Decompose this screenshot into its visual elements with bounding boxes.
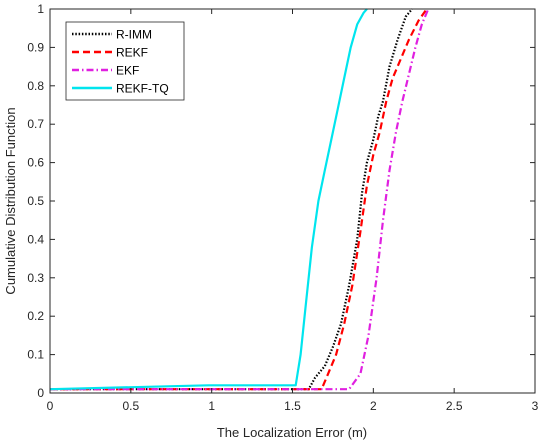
y-tick-label: 0.6	[27, 156, 44, 170]
series-line-r-imm	[50, 8, 413, 391]
x-axis-label: The Localization Error (m)	[217, 425, 367, 440]
legend-label: EKF	[116, 64, 139, 78]
y-tick-label: 0.5	[27, 194, 44, 208]
y-tick-label: 0.7	[27, 117, 44, 131]
legend: R-IMM REKF EKF REKF-TQ	[65, 21, 185, 101]
y-tick-label: 1	[37, 2, 44, 16]
y-tick-label: 0.3	[27, 271, 44, 285]
x-tick-label: 2	[370, 399, 377, 413]
x-tick-label: 0	[47, 399, 54, 413]
axes-layer: 0 0.5 1 1.5 2 2.5 3 0 0.1 0.2 0.3 0.4 0.5 0.6 0.7 0.8 0.…	[27, 2, 538, 413]
series-line-ekf	[50, 8, 430, 391]
y-tick-label: 0.8	[27, 79, 44, 93]
series-layer	[49, 8, 430, 391]
x-tick-label: 1.5	[284, 399, 301, 413]
legend-label: R-IMM	[116, 28, 152, 42]
x-tick-label: 3	[532, 399, 539, 413]
y-tick-label: 0.1	[27, 348, 44, 362]
x-tick-label: 2.5	[446, 399, 463, 413]
y-axis-label: Cumulative Distribution Function	[3, 107, 18, 294]
legend-label: REKF	[116, 46, 148, 60]
x-tick-label: 1	[208, 399, 215, 413]
y-tick-label: 0.9	[27, 40, 44, 54]
series-line-rekf-tq	[49, 8, 368, 391]
y-tick-label: 0.2	[27, 309, 44, 323]
series-line-rekf	[50, 8, 428, 391]
x-tick-label: 0.5	[122, 399, 139, 413]
y-tick-label: 0.4	[27, 232, 44, 246]
y-tick-label: 0	[37, 386, 44, 400]
legend-label: REKF-TQ	[116, 82, 169, 96]
